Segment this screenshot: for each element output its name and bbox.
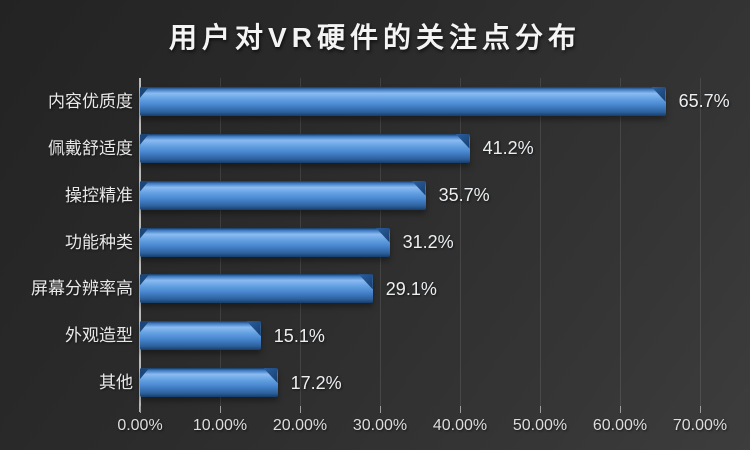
category-label: 屏幕分辨率高: [31, 279, 133, 299]
bar: [140, 86, 666, 116]
gridline: [619, 78, 621, 406]
gridline: [539, 78, 541, 406]
axis-tick: [379, 406, 381, 413]
gridline: [459, 78, 461, 406]
value-label: 65.7%: [678, 91, 730, 112]
value-label: 29.1%: [385, 278, 437, 299]
bar: [140, 368, 278, 398]
axis-tick: [619, 406, 621, 413]
category-label: 外观造型: [65, 326, 133, 346]
axis-tick: [539, 406, 541, 413]
x-axis-tick-label: 10.00%: [192, 417, 248, 434]
gridline: [699, 78, 701, 406]
value-label: 41.2%: [482, 138, 534, 159]
category-label: 功能种类: [65, 232, 133, 252]
bar: [140, 321, 261, 351]
bar: [140, 133, 470, 163]
category-label: 佩戴舒适度: [48, 138, 133, 158]
axis-tick: [139, 406, 141, 413]
category-label: 内容优质度: [48, 91, 133, 111]
category-label: 操控精准: [65, 185, 133, 205]
x-axis-tick-label: 0.00%: [117, 417, 163, 434]
value-label: 35.7%: [438, 185, 490, 206]
category-label: 其他: [99, 373, 133, 393]
bar: [140, 274, 373, 304]
x-axis-tick-label: 70.00%: [672, 417, 728, 434]
value-label: 31.2%: [402, 232, 454, 252]
axis-tick: [699, 406, 701, 413]
x-axis-tick-label: 50.00%: [512, 417, 568, 434]
x-axis-tick-label: 60.00%: [592, 417, 648, 434]
x-axis-tick-label: 20.00%: [272, 417, 328, 434]
x-axis-tick-label: 40.00%: [432, 417, 488, 434]
axis-tick: [299, 406, 301, 413]
x-axis-tick-label: 30.00%: [352, 417, 408, 434]
axis-tick: [219, 406, 221, 413]
bar: [140, 180, 426, 210]
value-label: 15.1%: [273, 325, 325, 346]
chart-title: 用户对VR硬件的关注点分布: [169, 22, 581, 53]
value-label: 17.2%: [290, 372, 342, 393]
bar: [140, 227, 390, 257]
axis-tick: [459, 406, 461, 413]
